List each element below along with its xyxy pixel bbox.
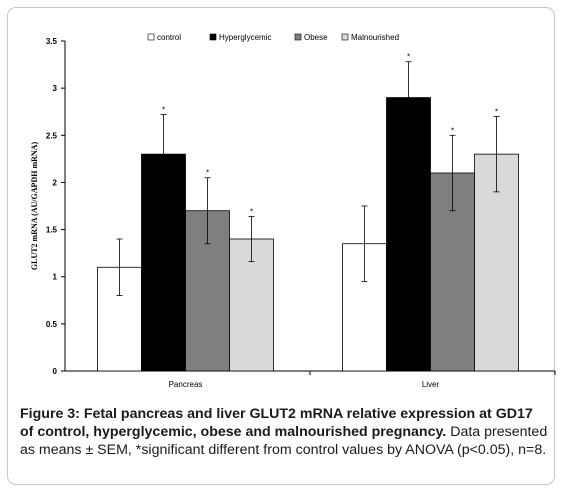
legend-label-obese: Obese (304, 33, 328, 42)
legend-swatch-obese (294, 33, 302, 41)
bar-hyperglycemic-liver (386, 97, 431, 372)
bar-malnourished-pancreas (229, 238, 274, 372)
category-label: Pancreas (169, 380, 203, 389)
bar-chart: 0 0.5 1 1.5 2 2.5 3 3.5 GLUT2 mRNA (AU/GAPDH mRN… (30, 33, 556, 389)
significance-marker: * (451, 126, 454, 135)
caption-text: Data presented as means ± SEM, *signific… (20, 424, 548, 458)
y-tick-label: 0.5 (46, 320, 58, 329)
legend-swatch-malnourished (341, 33, 349, 41)
y-tick-label: 1.5 (46, 226, 58, 235)
legend-label-hyperglycemic: Hyperglycemic (219, 33, 271, 42)
legend-swatch-control (147, 33, 155, 41)
significance-marker: * (407, 53, 410, 62)
legend-label-control: control (157, 33, 181, 42)
figure-caption: Figure 3: Fetal pancreas and liver GLUT2… (20, 405, 550, 459)
y-tick-label: 0 (53, 367, 58, 376)
y-tick-label: 3.5 (46, 37, 58, 46)
category-label: Liver (422, 380, 440, 389)
significance-marker: * (495, 107, 498, 116)
significance-marker: * (162, 106, 165, 115)
y-axis-label: GLUT2 mRNA (AU/GAPDH mRNA) (30, 142, 39, 271)
legend-label-malnourished: Malnourished (351, 33, 399, 42)
significance-marker: * (206, 169, 209, 178)
y-tick-label: 2 (53, 178, 58, 187)
legend-swatch-hyperglycemic (209, 33, 217, 41)
caption-bold: Figure 3: Fetal pancreas and liver GLUT2… (20, 406, 533, 440)
y-tick-label: 1 (53, 273, 58, 282)
significance-marker: * (250, 207, 253, 216)
y-tick-label: 3 (53, 84, 58, 93)
y-tick-label: 2.5 (46, 131, 58, 140)
